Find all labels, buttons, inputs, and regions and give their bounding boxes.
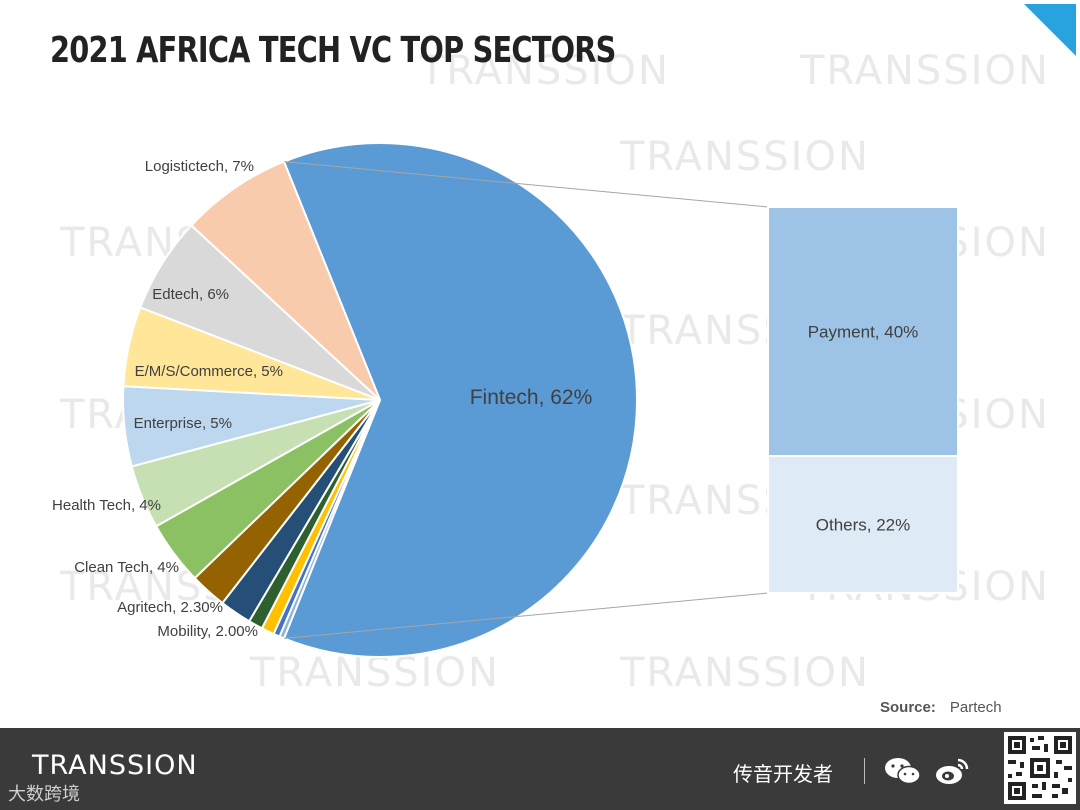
- footer-developer-label: 传音开发者: [733, 764, 833, 786]
- breakdown-label: Payment, 40%: [808, 323, 919, 342]
- watermark: TRANSSION: [800, 48, 1050, 94]
- slice-label: Health Tech, 4%: [52, 497, 161, 514]
- slice-label: Edtech, 6%: [152, 286, 229, 303]
- slice-label: Mobility, 2.00%: [157, 623, 258, 640]
- bar-of-pie-chart: Payment, 40% Others, 22% Fintech, 62% Mobil…: [52, 142, 959, 658]
- connector-line-bottom: [283, 592, 769, 639]
- source-label: Source:: [880, 699, 936, 716]
- footer-divider: [864, 758, 865, 784]
- weibo-icon[interactable]: [934, 756, 970, 786]
- pie-slice: [282, 142, 639, 658]
- slice-label: Enterprise, 5%: [134, 415, 232, 432]
- watermark: TRANSSION: [620, 650, 870, 696]
- watermark: TRANSSION: [620, 134, 870, 180]
- pie-slice: [189, 160, 381, 401]
- qr-code[interactable]: [1004, 732, 1076, 804]
- breakdown-label: Others, 22%: [816, 516, 911, 535]
- watermark: TRANSSION: [420, 48, 670, 94]
- slice-label: Clean Tech, 4%: [74, 559, 179, 576]
- corner-accent: [1024, 4, 1076, 56]
- page-title: 2021 AFRICA TECH VC TOP SECTORS: [50, 30, 616, 71]
- breakdown-bar-segment: [767, 455, 959, 594]
- footer-bar: TRANSSION 大数跨境 传音开发者: [0, 728, 1080, 810]
- connector-line-top: [283, 161, 769, 208]
- slide-canvas: TRANSSION TRANSSION TRANSSION TRANSSION …: [50, 4, 1076, 716]
- source-note: Source: Partech: [880, 699, 1002, 716]
- wechat-icon[interactable]: [884, 756, 922, 786]
- source-value: Partech: [949, 699, 1002, 716]
- slice-label: Agritech, 2.30%: [117, 599, 223, 616]
- slice-label: Fintech, 62%: [470, 386, 593, 409]
- slice-label: Logistictech, 7%: [145, 158, 254, 175]
- slice-label: E/M/S/Commerce, 5%: [135, 363, 283, 380]
- brand-logo: TRANSSION: [32, 750, 198, 781]
- brand-sub-watermark: 大数跨境: [8, 784, 80, 804]
